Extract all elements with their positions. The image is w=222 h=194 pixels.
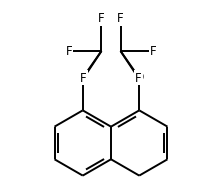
Text: F: F xyxy=(80,72,87,85)
Text: O: O xyxy=(78,71,87,84)
Text: F: F xyxy=(150,45,157,58)
Text: O: O xyxy=(135,71,144,84)
Text: F: F xyxy=(135,72,142,85)
Text: F: F xyxy=(117,12,124,25)
Text: F: F xyxy=(98,12,105,25)
Text: F: F xyxy=(65,45,72,58)
